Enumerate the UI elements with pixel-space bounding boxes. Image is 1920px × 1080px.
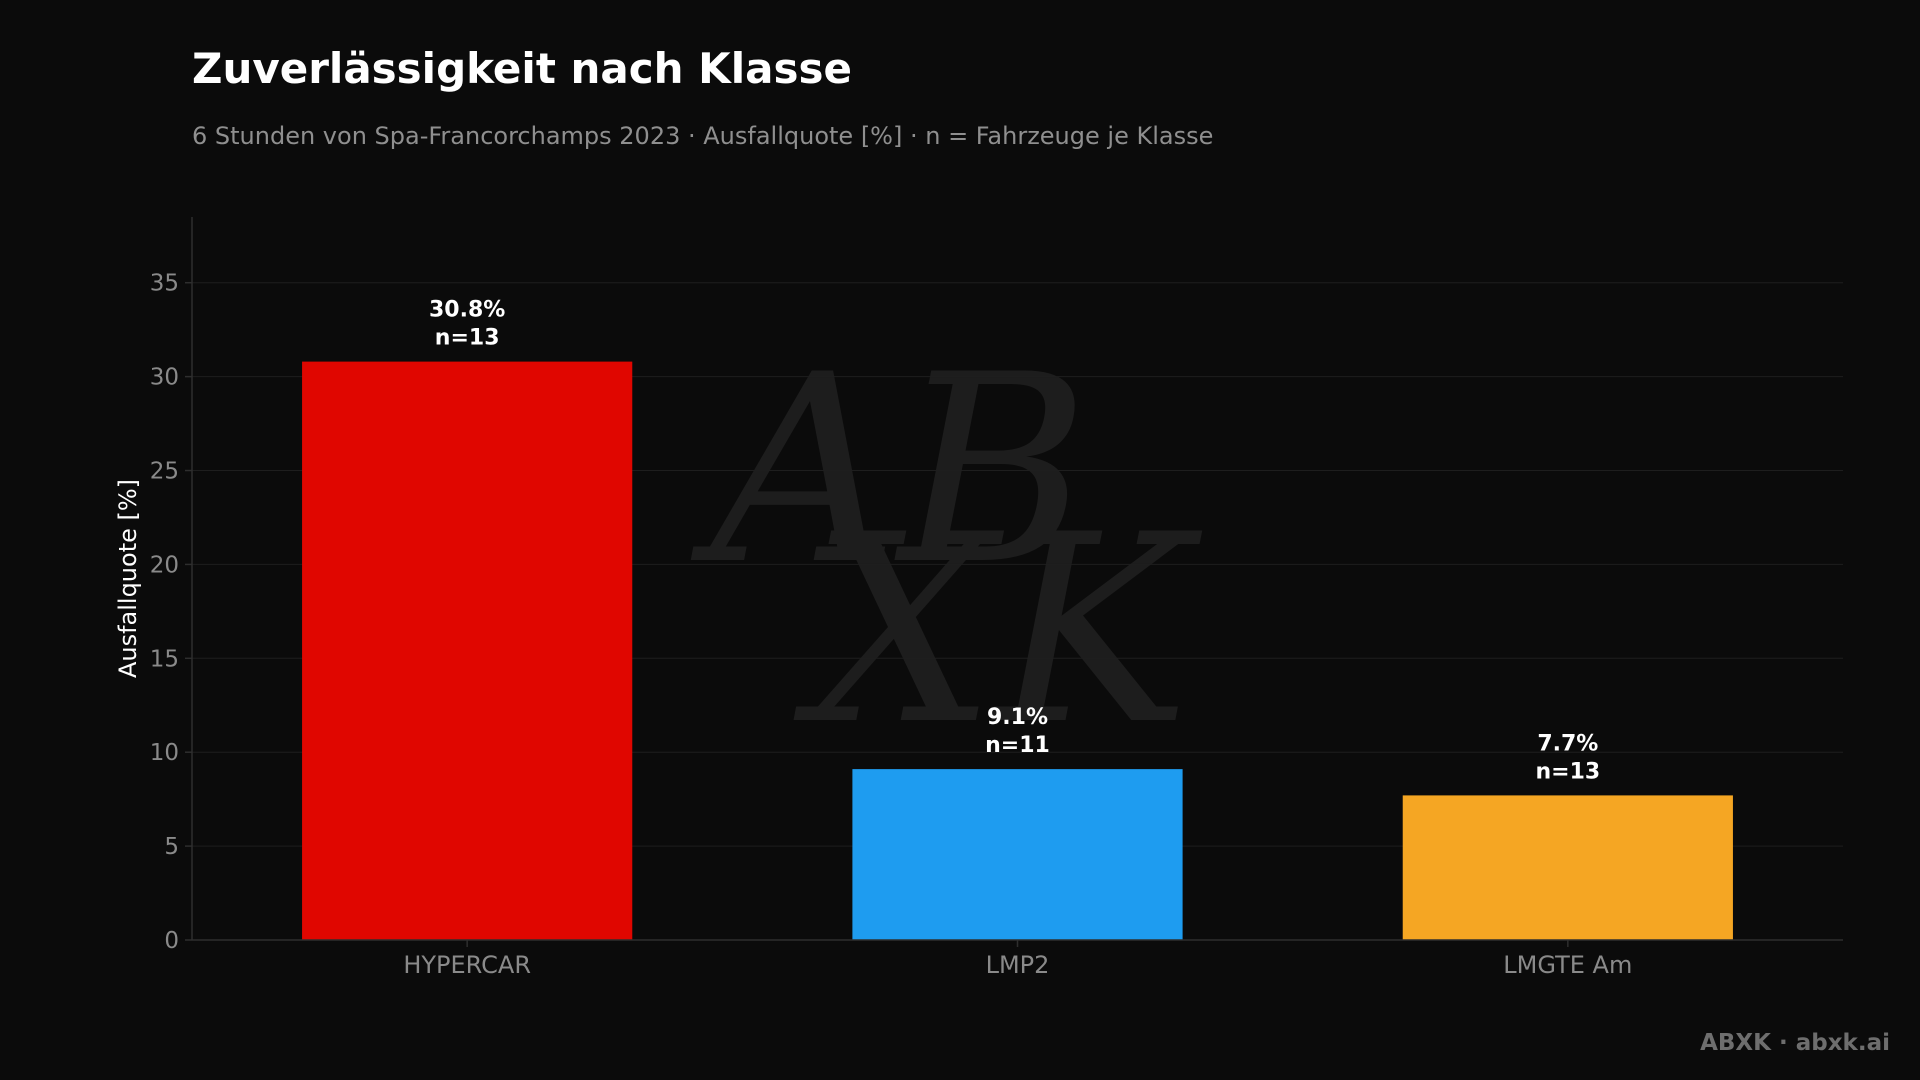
y-tick-label-5: 5 xyxy=(164,834,179,860)
y-axis-title: Ausfallquote [%] xyxy=(114,479,142,678)
bars xyxy=(302,361,1733,941)
footer-brand: ABXK · abxk.ai xyxy=(1700,1030,1890,1056)
bar-hypercar xyxy=(302,361,633,941)
x-tick-label-lmgte-am: LMGTE Am xyxy=(1503,951,1632,979)
n-label-hypercar: n=13 xyxy=(435,326,500,351)
y-tick-label-10: 10 xyxy=(150,740,179,766)
n-label-lmgte-am: n=13 xyxy=(1535,759,1600,784)
x-tick-label-hypercar: HYPERCAR xyxy=(403,951,531,979)
chart-subtitle: 6 Stunden von Spa-Francorchamps 2023 · A… xyxy=(192,122,1214,150)
x-axis: HYPERCAR LMP2 LMGTE Am xyxy=(192,939,1843,979)
watermark-text-bottom: XK xyxy=(790,480,1203,782)
chart-title: Zuverlässigkeit nach Klasse xyxy=(192,44,852,93)
y-tick-label-20: 20 xyxy=(150,552,179,578)
x-tick-label-lmp2: LMP2 xyxy=(986,951,1050,979)
data-labels: 30.8% n=13 9.1% n=11 7.7% n=13 xyxy=(429,298,1600,785)
bar-lmgte-am xyxy=(1402,795,1733,940)
y-tick-label-0: 0 xyxy=(164,928,179,954)
watermark-logo: AB XK xyxy=(690,320,1202,782)
y-tick-label-35: 35 xyxy=(150,271,179,297)
y-tick-label-30: 30 xyxy=(150,365,179,391)
bar-lmp2 xyxy=(852,769,1183,940)
y-axis: 0 5 10 15 20 25 30 35 xyxy=(150,217,193,954)
n-label-lmp2: n=11 xyxy=(985,733,1050,758)
value-label-lmgte-am: 7.7% xyxy=(1537,731,1598,756)
y-tick-label-15: 15 xyxy=(150,646,179,672)
value-label-lmp2: 9.1% xyxy=(987,705,1048,730)
value-label-hypercar: 30.8% xyxy=(429,298,505,323)
y-tick-label-25: 25 xyxy=(150,459,179,485)
